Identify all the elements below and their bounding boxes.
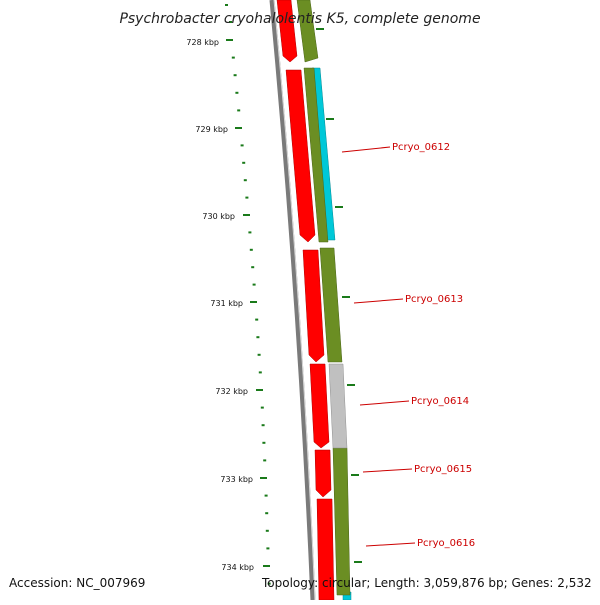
gene-label-pcryo-0612[interactable]: Pcryo_0612 — [392, 142, 450, 153]
outer-feature-mark — [351, 474, 359, 476]
tick-label-731: 731 kbp — [210, 299, 243, 308]
cds-feature[interactable] — [285, 69, 316, 243]
cds-feature[interactable] — [319, 247, 343, 363]
minor-tick — [263, 459, 267, 462]
minor-tick — [265, 512, 269, 515]
gene-label-pcryo-0615[interactable]: Pcryo_0615 — [414, 464, 472, 475]
tick-label-733: 733 kbp — [220, 475, 253, 484]
gene-label-pcryo-0616[interactable]: Pcryo_0616 — [417, 538, 475, 549]
outer-feature-mark — [316, 28, 324, 30]
minor-tick — [233, 74, 237, 77]
outer-feature-mark — [347, 384, 355, 386]
gene-label-pcryo-0613[interactable]: Pcryo_0613 — [405, 294, 463, 305]
minor-tick — [255, 318, 259, 321]
minor-tick — [264, 494, 268, 497]
tick-label-728: 728 kbp — [186, 38, 219, 47]
gene-leader-line — [362, 468, 413, 473]
outer-feature-mark — [342, 296, 350, 298]
minor-tick — [237, 109, 241, 112]
ruler-ticks: 728 kbp 729 kbp 730 kbp 731 kbp 732 kbp … — [186, 38, 270, 572]
cds-track-olive — [296, 0, 351, 596]
minor-ticks — [225, 4, 271, 585]
outer-feature-mark — [326, 118, 334, 120]
genome-backbone-highlight — [273, 0, 316, 601]
cds-feature[interactable] — [303, 67, 329, 243]
gene-leader-line — [359, 400, 410, 406]
minor-tick — [258, 371, 262, 374]
cds-feature[interactable] — [328, 363, 348, 449]
tick-label-732: 732 kbp — [215, 387, 248, 396]
minor-tick — [243, 179, 247, 182]
cds-track-gray — [328, 363, 348, 449]
genome-backbone — [269, 0, 316, 601]
minor-tick — [248, 231, 252, 234]
cds-feature[interactable] — [314, 449, 332, 498]
gene-label-pcryo-0614[interactable]: Pcryo_0614 — [411, 396, 469, 407]
tick-label-730: 730 kbp — [202, 212, 235, 221]
cds-feature[interactable] — [332, 447, 351, 596]
minor-tick — [256, 336, 260, 339]
minor-tick — [267, 582, 271, 585]
minor-tick — [265, 529, 269, 532]
outer-track-features — [316, 28, 362, 563]
cds-feature[interactable] — [309, 363, 330, 449]
gene-labels: Pcryo_0612 Pcryo_0613 Pcryo_0614 Pcryo_0… — [341, 142, 475, 549]
map-title: Psychrobacter cryohalolentis K5, complet… — [119, 11, 480, 27]
minor-tick — [257, 353, 261, 356]
outer-feature-mark — [354, 561, 362, 563]
minor-tick — [251, 266, 255, 269]
minor-tick — [240, 144, 244, 147]
cds-feature[interactable] — [276, 0, 298, 63]
tick-label-729: 729 kbp — [195, 125, 228, 134]
outer-feature-mark — [335, 206, 343, 208]
tick-label-734: 734 kbp — [221, 563, 254, 572]
topology-text: Topology: circular; Length: 3,059,876 bp… — [261, 576, 592, 590]
minor-tick — [242, 161, 246, 164]
minor-tick — [249, 248, 253, 251]
minor-tick — [231, 56, 235, 59]
minor-tick — [266, 547, 270, 550]
cds-track-red — [276, 0, 335, 601]
accession-text: Accession: NC_007969 — [9, 576, 145, 590]
minor-tick — [235, 91, 239, 94]
cds-feature[interactable] — [296, 0, 319, 63]
minor-tick — [260, 406, 264, 409]
gene-leader-line — [341, 146, 391, 153]
gene-leader-line — [365, 542, 416, 547]
gene-leader-line — [353, 298, 404, 304]
cds-feature[interactable] — [302, 249, 325, 363]
minor-tick — [225, 4, 228, 6]
minor-tick — [252, 283, 256, 286]
minor-tick — [229, 21, 232, 23]
minor-tick — [262, 441, 266, 444]
minor-tick — [261, 424, 265, 427]
minor-tick — [245, 196, 249, 199]
